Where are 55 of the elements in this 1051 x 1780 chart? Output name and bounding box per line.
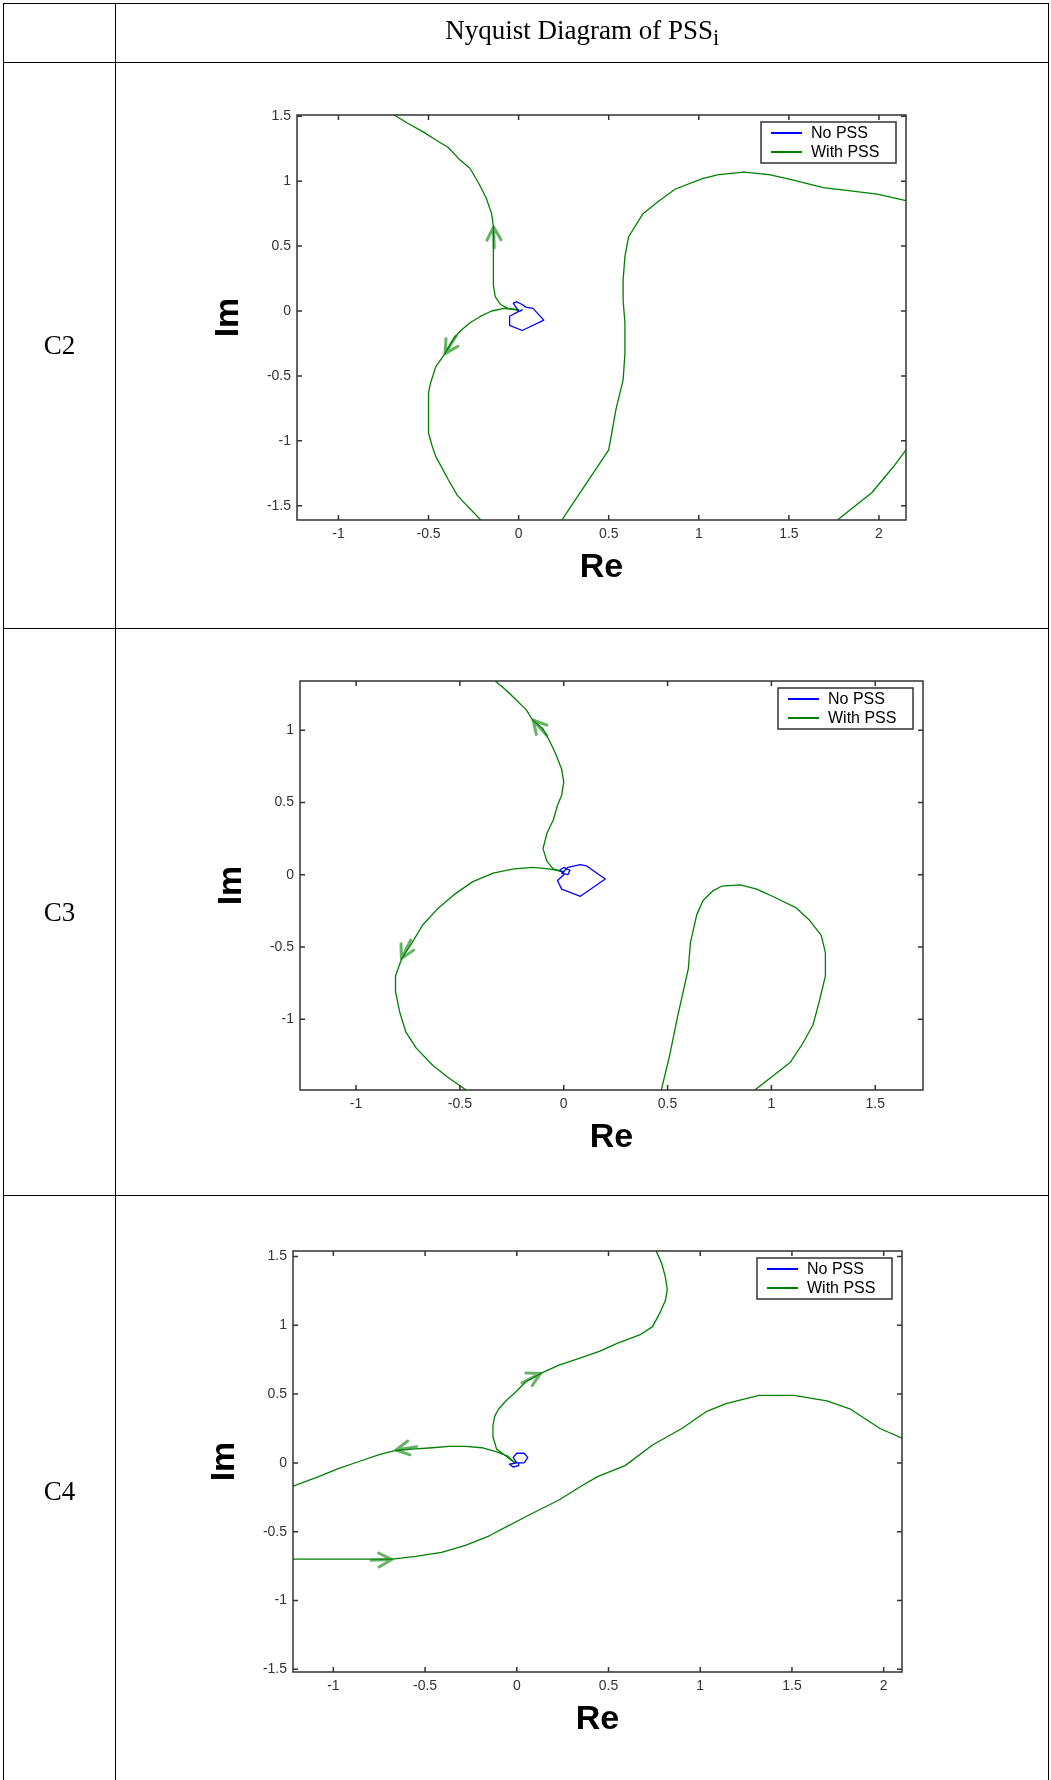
y-tick-label: 0.5 [267,1384,288,1401]
x-tick-label: 0.5 [657,1095,678,1112]
y-tick-label: -0.5 [262,1522,288,1539]
x-tick-label: 1.5 [782,1677,802,1694]
x-tick-label: 2 [875,525,884,542]
x-tick-label: 0.5 [598,1677,619,1694]
x-axis-title: Re [575,1697,620,1736]
text: C4 [43,1476,76,1507]
text: C3 [43,896,76,928]
x-tick-label: -0.5 [447,1095,473,1112]
y-tick-label: -1 [278,431,292,448]
x-axis-title: Re [579,545,624,584]
x-tick-label: 0 [559,1095,568,1112]
y-tick-label: -1 [274,1591,288,1608]
legend-label: No PSS [811,124,868,142]
y-tick-label: 0 [286,865,295,882]
y-tick-label: -1.5 [266,496,292,513]
x-tick-label: 1.5 [779,525,799,542]
x-tick-label: 0.5 [598,525,619,542]
legend-label: With PSS [828,709,897,727]
y-tick-label: -0.5 [266,366,292,383]
y-tick-label: 0.5 [274,793,295,810]
x-tick-label: 0 [512,1677,521,1694]
y-tick-label: 1.5 [267,1247,288,1264]
y-tick-label: -0.5 [269,937,295,954]
y-tick-label: 1 [286,721,295,737]
x-tick-label: 1.5 [865,1095,886,1112]
y-axis-title: Im [206,297,245,338]
y-tick-label: 1 [279,1316,288,1333]
y-axis-title: Im [202,1441,241,1482]
y-tick-label: 1.5 [271,107,292,124]
text: C2 [43,330,76,361]
x-tick-label: -1 [332,525,345,542]
y-tick-label: 1 [283,172,292,189]
legend-label: With PSS [807,1279,876,1297]
x-axis-title: Re [589,1115,634,1154]
x-tick-label: 1 [696,1677,705,1694]
y-axis-title: Im [209,865,248,906]
x-tick-label: -0.5 [413,1677,438,1694]
legend-label: With PSS [811,143,880,161]
y-tick-label: 0 [283,301,292,318]
y-tick-label: -1.5 [262,1660,288,1677]
legend-label: No PSS [807,1260,864,1278]
x-tick-label: -0.5 [416,525,441,542]
x-tick-label: 1 [694,525,703,542]
legend-label: No PSS [828,690,885,708]
x-tick-label: 2 [879,1677,888,1694]
x-tick-label: -1 [349,1095,363,1112]
x-tick-label: 0 [514,525,523,542]
x-tick-label: 1 [767,1095,776,1112]
y-tick-label: -1 [281,1010,295,1027]
y-tick-label: 0.5 [271,236,292,253]
x-tick-label: -1 [327,1677,340,1694]
y-tick-label: 0 [279,1453,288,1470]
text: Nyquist Diagram of PSS$_{i}$ [445,14,720,52]
